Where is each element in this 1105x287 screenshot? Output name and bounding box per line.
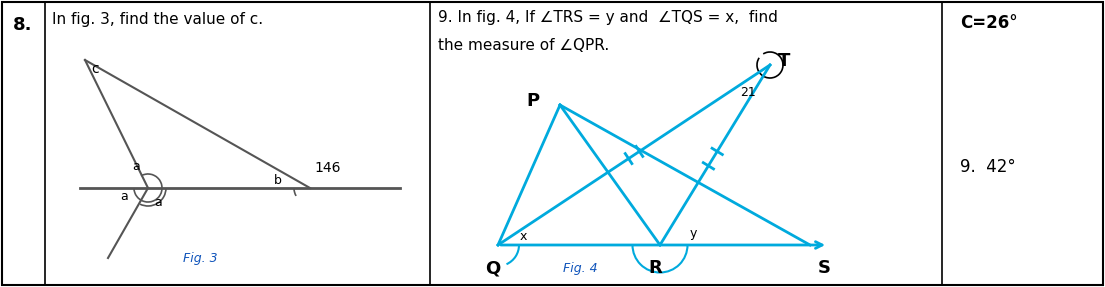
Text: a: a bbox=[133, 160, 140, 172]
Text: x: x bbox=[520, 230, 527, 243]
Text: 8.: 8. bbox=[13, 16, 33, 34]
Text: 21: 21 bbox=[740, 86, 756, 100]
Text: the measure of ∠QPR.: the measure of ∠QPR. bbox=[438, 38, 609, 53]
Text: a: a bbox=[154, 195, 161, 208]
Text: 146: 146 bbox=[314, 161, 340, 175]
Text: 9.  42°: 9. 42° bbox=[960, 158, 1015, 176]
Text: P: P bbox=[527, 92, 540, 110]
Text: a: a bbox=[120, 189, 128, 203]
Text: 9. In fig. 4, If ∠TRS = y and  ∠TQS = x,  find: 9. In fig. 4, If ∠TRS = y and ∠TQS = x, … bbox=[438, 10, 778, 25]
Text: y: y bbox=[690, 226, 697, 239]
Text: T: T bbox=[778, 52, 790, 70]
Text: C=26°: C=26° bbox=[960, 14, 1018, 32]
Text: S: S bbox=[818, 259, 831, 277]
Text: Fig. 3: Fig. 3 bbox=[182, 252, 218, 265]
Text: Q: Q bbox=[485, 259, 501, 277]
Text: b: b bbox=[274, 174, 282, 187]
Text: R: R bbox=[649, 259, 662, 277]
Text: c: c bbox=[91, 62, 98, 76]
Text: In fig. 3, find the value of c.: In fig. 3, find the value of c. bbox=[52, 12, 263, 27]
Text: Fig. 4: Fig. 4 bbox=[562, 262, 598, 275]
